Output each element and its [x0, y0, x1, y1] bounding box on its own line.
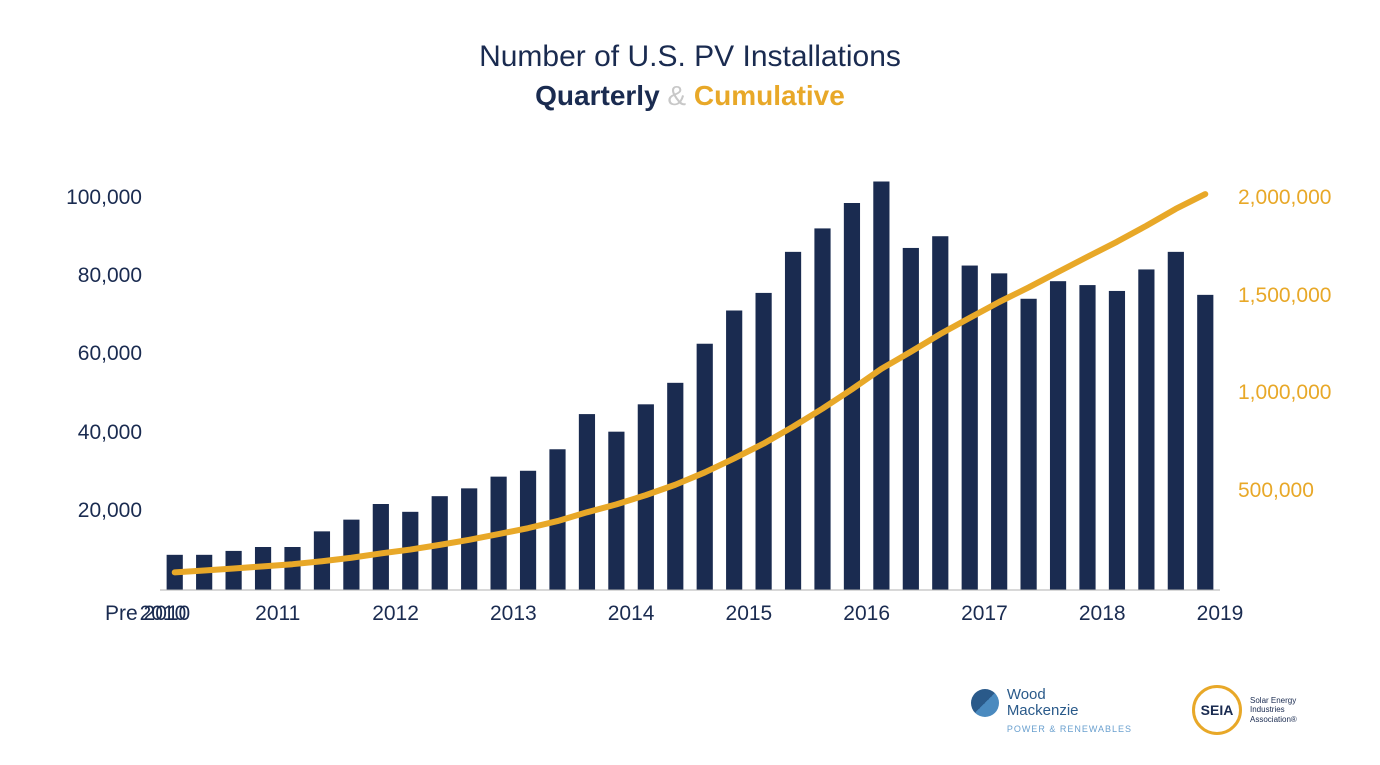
x-year-label: 2019: [1197, 602, 1244, 626]
subtitle-cumulative: Cumulative: [694, 80, 845, 111]
wm-subtitle: POWER & RENEWABLES: [1007, 724, 1132, 734]
chart-title: Number of U.S. PV Installations: [0, 40, 1380, 74]
subtitle-quarterly: Quarterly: [535, 80, 660, 111]
plot-area: [160, 160, 1220, 592]
bar: [903, 248, 919, 590]
bar: [1021, 299, 1037, 590]
bar: [1109, 291, 1125, 590]
y-right-tick-label: 1,500,000: [1238, 284, 1331, 308]
wood-mackenzie-logo: Wood Mackenzie POWER & RENEWABLES: [971, 687, 1132, 734]
x-year-label: 2010: [140, 602, 187, 626]
x-year-label: 2018: [1079, 602, 1126, 626]
seia-text: Solar Energy Industries Association®: [1250, 696, 1320, 725]
y-left-tick-label: 60,000: [0, 342, 142, 366]
x-year-label: 2013: [490, 602, 537, 626]
bar: [991, 273, 1007, 590]
y-right-tick-label: 500,000: [1238, 479, 1314, 503]
chart-subtitle: Quarterly & Cumulative: [0, 80, 1380, 112]
bar: [1168, 252, 1184, 590]
x-year-label: 2014: [608, 602, 655, 626]
title-block: Number of U.S. PV Installations Quarterl…: [0, 40, 1380, 112]
y-left-tick-label: 20,000: [0, 499, 142, 523]
bar: [1138, 269, 1154, 590]
y-right-tick-label: 1,000,000: [1238, 381, 1331, 405]
y-right-tick-label: 2,000,000: [1238, 186, 1331, 210]
bar: [579, 414, 595, 590]
seia-logo: SEIA Solar Energy Industries Association…: [1192, 685, 1320, 735]
chart-container: Number of U.S. PV Installations Quarterl…: [0, 0, 1380, 765]
y-left-tick-label: 80,000: [0, 264, 142, 288]
bar: [373, 504, 389, 590]
x-year-label: 2015: [726, 602, 773, 626]
bar: [1050, 281, 1066, 590]
bar: [1197, 295, 1213, 590]
wm-line2: Mackenzie: [1007, 703, 1079, 720]
seia-acronym: SEIA: [1201, 702, 1234, 718]
footer-logos: Wood Mackenzie POWER & RENEWABLES SEIA S…: [971, 685, 1320, 735]
subtitle-amp: &: [660, 80, 694, 111]
x-year-label: 2016: [843, 602, 890, 626]
bar: [873, 182, 889, 591]
y-left-tick-label: 40,000: [0, 421, 142, 445]
wm-line1: Wood: [1007, 687, 1079, 704]
bar: [284, 547, 300, 590]
bar: [608, 432, 624, 590]
bar: [932, 236, 948, 590]
bar: [726, 311, 742, 591]
x-year-label: 2011: [255, 602, 300, 626]
wm-globe-icon: [971, 689, 999, 717]
seia-ring-icon: SEIA: [1192, 685, 1242, 735]
x-year-label: 2012: [372, 602, 419, 626]
x-year-label: 2017: [961, 602, 1008, 626]
bar: [1079, 285, 1095, 590]
y-left-tick-label: 100,000: [0, 186, 142, 210]
